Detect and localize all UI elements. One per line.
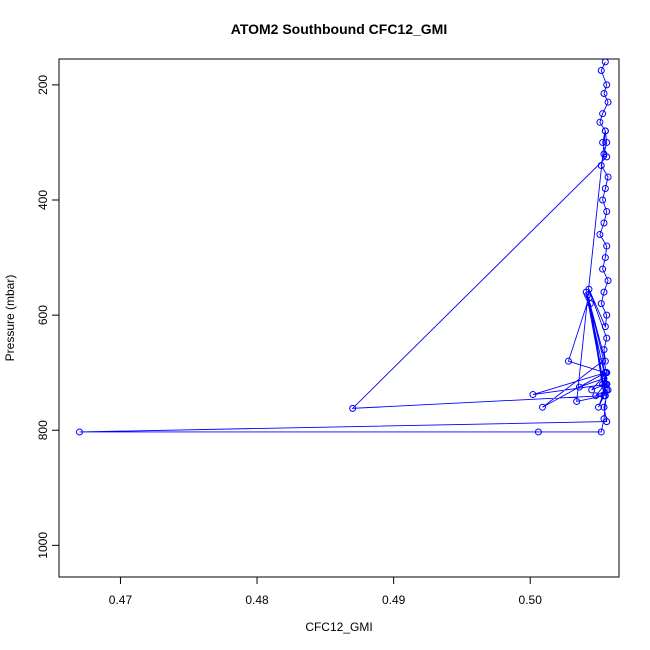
data-point — [599, 110, 607, 118]
data-point — [603, 153, 611, 161]
data-point — [596, 231, 604, 239]
data-point — [599, 196, 607, 204]
data-point — [592, 392, 600, 400]
x-tick-label: 0.48 — [245, 593, 269, 607]
data-point — [604, 277, 612, 285]
data-point — [595, 403, 603, 411]
data-point — [601, 185, 609, 192]
data-point — [597, 161, 605, 169]
x-tick-label: 0.49 — [382, 593, 406, 607]
data-point — [601, 369, 609, 377]
data-point — [603, 311, 611, 319]
data-point — [601, 127, 609, 135]
data-point — [529, 391, 537, 399]
series-line — [79, 61, 609, 433]
data-point — [603, 334, 611, 342]
data-point — [603, 380, 611, 388]
y-axis-label: Pressure (mbar) — [3, 275, 17, 362]
data-point — [603, 81, 611, 89]
axes: 0.47 0.48 0.49 0.50 200 400 600 800 1000 — [36, 75, 542, 607]
data-point — [575, 383, 583, 391]
data-point — [604, 98, 612, 106]
y-tick-label: 800 — [36, 420, 50, 440]
data-point — [599, 265, 607, 273]
chart-title: ATOM2 Southbound CFC12_GMI — [231, 21, 447, 37]
data-point — [600, 346, 608, 354]
x-axis-label: CFC12_GMI — [305, 620, 372, 634]
data-point — [601, 323, 609, 331]
data-point — [596, 118, 604, 126]
data-point — [600, 90, 608, 98]
y-tick-label: 400 — [36, 190, 50, 210]
x-tick-label: 0.50 — [519, 593, 543, 607]
data-point — [597, 428, 605, 436]
data-point — [534, 428, 542, 436]
data-point — [601, 254, 609, 262]
data-point — [603, 242, 611, 250]
data-point — [601, 59, 609, 66]
data-point — [564, 357, 572, 365]
data-series — [75, 59, 612, 436]
data-point — [539, 403, 547, 411]
data-point — [603, 138, 611, 146]
data-point — [600, 219, 608, 227]
data-point — [588, 386, 596, 394]
data-point — [604, 173, 612, 181]
data-point — [601, 357, 609, 365]
y-tick-label: 200 — [36, 75, 50, 95]
data-point — [599, 138, 607, 146]
data-point — [600, 415, 608, 423]
y-tick-label: 600 — [36, 305, 50, 325]
data-point — [599, 357, 607, 365]
data-point — [600, 403, 608, 411]
data-point — [600, 288, 608, 296]
data-point — [75, 428, 83, 436]
data-point — [349, 404, 357, 412]
data-point — [597, 300, 605, 308]
y-tick-label: 1000 — [36, 532, 50, 559]
data-point — [582, 288, 590, 296]
data-point — [600, 392, 608, 400]
data-point — [597, 67, 605, 75]
data-point — [585, 294, 593, 302]
data-point — [603, 208, 611, 216]
x-tick-label: 0.47 — [109, 593, 133, 607]
plot-frame — [58, 58, 620, 578]
data-point — [573, 397, 581, 405]
